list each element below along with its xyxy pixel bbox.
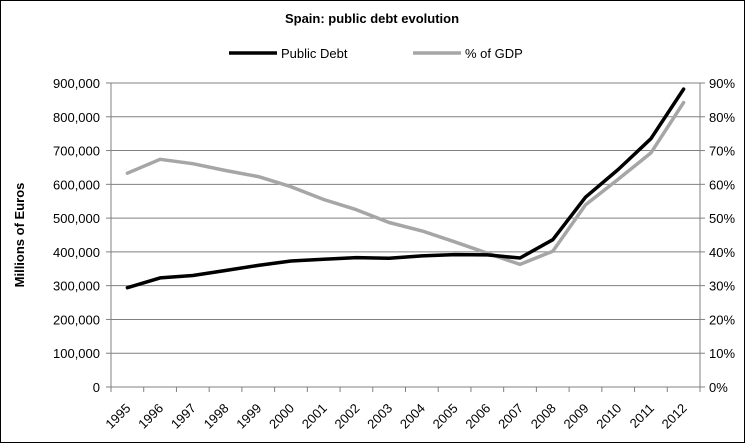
right-axis: 0% 10% 20% 30% 40% 50% 60% 70% 80% 90% bbox=[700, 76, 735, 395]
right-tick-label: 30% bbox=[709, 279, 735, 294]
left-tick-label: 800,000 bbox=[53, 110, 100, 125]
left-tick-label: 100,000 bbox=[53, 346, 100, 361]
right-tick-label: 90% bbox=[709, 76, 735, 91]
series-line-public-debt bbox=[125, 87, 686, 290]
legend-label: Public Debt bbox=[281, 46, 348, 61]
right-tick-label: 80% bbox=[709, 110, 735, 125]
right-tick-label: 0% bbox=[709, 380, 728, 395]
y-axis-label: Millions of Euros bbox=[12, 183, 27, 288]
left-tick-label: 600,000 bbox=[53, 177, 100, 192]
right-tick-label: 20% bbox=[709, 312, 735, 327]
right-tick-label: 50% bbox=[709, 211, 735, 226]
right-tick-label: 70% bbox=[709, 144, 735, 159]
left-tick-label: 900,000 bbox=[53, 76, 100, 91]
right-tick-label: 10% bbox=[709, 346, 735, 361]
series-line-of-gdp bbox=[125, 100, 686, 267]
left-tick-label: 200,000 bbox=[53, 312, 100, 327]
legend-label: % of GDP bbox=[465, 46, 523, 61]
left-tick-label: 700,000 bbox=[53, 144, 100, 159]
left-tick-label: 300,000 bbox=[53, 279, 100, 294]
series-group bbox=[125, 87, 686, 290]
left-tick-label: 500,000 bbox=[53, 211, 100, 226]
left-tick-label: 400,000 bbox=[53, 245, 100, 260]
right-tick-label: 60% bbox=[709, 177, 735, 192]
legend: Public Debt % of GDP bbox=[229, 46, 523, 61]
left-axis: 0 100,000 200,000 300,000 400,000 500,000 600,… bbox=[53, 76, 111, 395]
left-tick-label: 0 bbox=[93, 380, 100, 395]
chart-title: Spain: public debt evolution bbox=[285, 11, 459, 26]
right-tick-label: 40% bbox=[709, 245, 735, 260]
